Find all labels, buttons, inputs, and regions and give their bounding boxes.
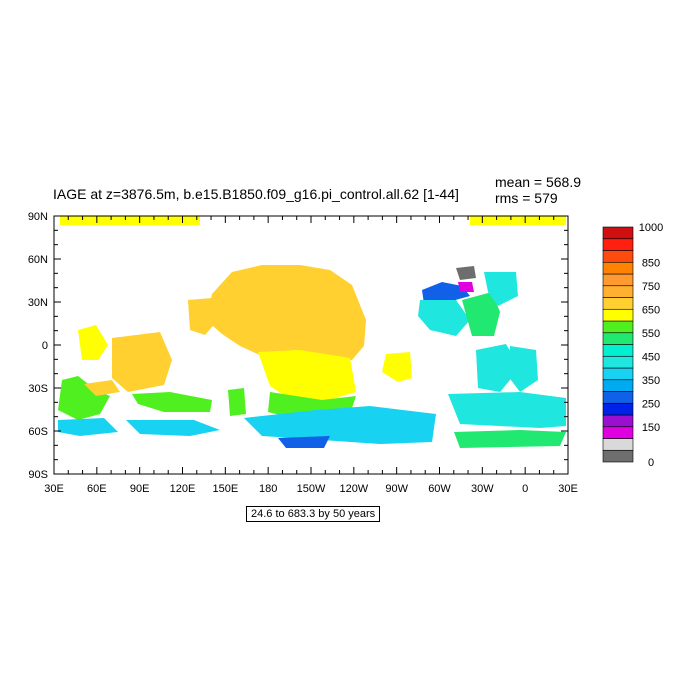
field-southern-indian bbox=[58, 418, 118, 436]
rms-value: rms = 579 bbox=[495, 190, 558, 206]
field-southern-pacific bbox=[244, 406, 436, 444]
colorbar-swatch bbox=[602, 226, 634, 240]
colorbar-swatch bbox=[602, 438, 634, 451]
colorbar-label: 850 bbox=[642, 257, 660, 269]
colorbar-swatch bbox=[602, 273, 634, 287]
colorbar-label: 150 bbox=[642, 422, 660, 434]
colorbar-swatch bbox=[602, 332, 634, 345]
field-arctic-east bbox=[470, 216, 566, 225]
field-indian-orange bbox=[112, 332, 172, 392]
colorbar-swatch bbox=[602, 367, 634, 381]
colorbar-swatch bbox=[602, 402, 634, 416]
colorbar-swatch bbox=[602, 449, 634, 463]
x-tick-label: 60E bbox=[87, 483, 107, 495]
x-tick-label: 120W bbox=[339, 483, 368, 495]
x-tick-label: 60W bbox=[428, 483, 451, 495]
x-tick-label: 150E bbox=[212, 483, 238, 495]
y-tick-label: 60N bbox=[28, 254, 48, 266]
y-axis: 90N 60N 30N 0 30S 60S 90S bbox=[28, 211, 568, 481]
field-south-atlantic-green bbox=[454, 430, 566, 448]
field-indian-orange-west bbox=[84, 380, 120, 396]
colorbar-label: 1000 bbox=[639, 222, 663, 234]
field-south-pacific-yellow bbox=[258, 350, 356, 402]
colorbar-swatch bbox=[602, 391, 634, 404]
field-west-pacific bbox=[188, 298, 218, 335]
colorbar-swatch bbox=[602, 261, 634, 275]
colorbar-label: 250 bbox=[642, 398, 660, 410]
field-atlantic-east bbox=[484, 272, 518, 306]
colorbar bbox=[602, 226, 634, 463]
colorbar-swatch bbox=[602, 285, 634, 298]
field-regions bbox=[58, 216, 566, 448]
colorbar-label: 650 bbox=[642, 304, 660, 316]
colorbar-swatch bbox=[602, 355, 634, 369]
field-north-pacific bbox=[206, 265, 366, 360]
x-tick-label: 0 bbox=[522, 483, 528, 495]
field-north-atlantic-blue bbox=[422, 282, 470, 304]
plot-title: IAGE at z=3876.5m, b.e15.B1850.f09_g16.p… bbox=[53, 186, 459, 202]
x-tick-label: 150W bbox=[297, 483, 326, 495]
x-tick-label: 180 bbox=[259, 483, 277, 495]
field-southern-australia bbox=[126, 420, 220, 436]
field-atlantic-green bbox=[462, 292, 500, 336]
x-tick-label: 90E bbox=[130, 483, 150, 495]
colorbar-swatch bbox=[602, 414, 634, 428]
y-tick-label: 90S bbox=[28, 469, 48, 481]
x-tick-label: 30E bbox=[558, 483, 578, 495]
x-tick-label: 120E bbox=[170, 483, 196, 495]
x-tick-label: 30W bbox=[471, 483, 494, 495]
x-tick-label: 90W bbox=[385, 483, 408, 495]
contour-info-box: 24.6 to 683.3 by 50 years bbox=[246, 506, 381, 522]
y-tick-label: 60S bbox=[28, 426, 48, 438]
colorbar-swatch bbox=[602, 426, 634, 439]
colorbar-label: 350 bbox=[642, 375, 660, 387]
field-south-atlantic-deep bbox=[448, 392, 566, 428]
field-south-atlantic-east bbox=[508, 346, 538, 392]
x-tick-label: 30E bbox=[44, 483, 64, 495]
colorbar-swatch bbox=[602, 250, 634, 263]
colorbar-swatch bbox=[602, 344, 634, 357]
colorbar-labels: 0 150 250 350 450 550 650 750 850 1000 bbox=[639, 222, 663, 469]
field-indian-yellow bbox=[78, 325, 108, 360]
field-south-atlantic-cyan bbox=[476, 344, 520, 392]
colorbar-label: 750 bbox=[642, 281, 660, 293]
colorbar-swatch bbox=[602, 297, 634, 310]
colorbar-swatch bbox=[602, 320, 634, 334]
colorbar-label: 450 bbox=[642, 351, 660, 363]
y-tick-label: 0 bbox=[42, 340, 48, 352]
field-north-atlantic-cyan bbox=[418, 300, 470, 336]
colorbar-swatch bbox=[602, 308, 634, 322]
field-arctic-west bbox=[60, 216, 200, 225]
y-tick-label: 30S bbox=[28, 383, 48, 395]
colorbar-label: 550 bbox=[642, 328, 660, 340]
y-tick-label: 30N bbox=[28, 297, 48, 309]
field-indian-green bbox=[132, 392, 212, 412]
colorbar-swatch bbox=[602, 379, 634, 392]
colorbar-label: 0 bbox=[648, 457, 654, 469]
field-australia-green bbox=[228, 388, 246, 416]
field-central-pacific-yellow bbox=[382, 352, 412, 382]
colorbar-swatch bbox=[602, 238, 634, 251]
field-arctic-grey bbox=[456, 266, 476, 280]
y-tick-label: 90N bbox=[28, 211, 48, 223]
field-pacific-blue bbox=[278, 436, 330, 448]
x-axis: 30E 60E 90E 120E 150E 180 150W 120W 90W 60W 30W 0 30… bbox=[44, 216, 578, 495]
mean-value: mean = 568.9 bbox=[495, 174, 582, 190]
field-labrador-magenta bbox=[458, 282, 474, 292]
field-sw-indian-green bbox=[58, 376, 110, 420]
